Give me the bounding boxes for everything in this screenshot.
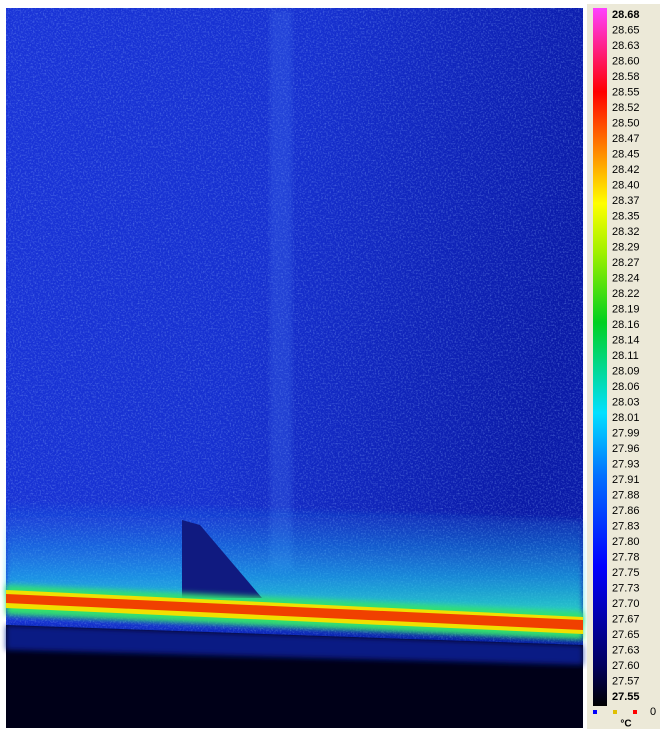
colorbar-label: 27.63 (612, 644, 640, 656)
colorbar-label: 28.09 (612, 365, 640, 377)
colorbar-label: 28.29 (612, 241, 640, 253)
colorbar-label: 28.52 (612, 102, 640, 114)
colorbar-label: 27.78 (612, 551, 640, 563)
colorbar-label: 28.11 (612, 350, 639, 362)
colorbar-label: 28.47 (612, 133, 640, 145)
colorbar-label: 27.57 (612, 675, 640, 687)
colorbar-label: 28.35 (612, 210, 640, 222)
colorbar-label: 28.60 (612, 55, 640, 67)
colorbar-label: 28.63 (612, 40, 640, 52)
colorbar (593, 8, 607, 706)
colorbar-label: 27.65 (612, 629, 640, 641)
colorbar-label: 28.45 (612, 148, 640, 160)
colorbar-label: 27.83 (612, 520, 640, 532)
colorbar-label: 27.70 (612, 598, 640, 610)
marker (613, 710, 617, 714)
marker (593, 710, 597, 714)
colorbar-label: 27.75 (612, 567, 640, 579)
colorbar-label: 28.27 (612, 257, 640, 269)
colorbar-label: 27.91 (612, 474, 640, 486)
colorbar-label: 28.50 (612, 117, 640, 129)
colorbar-label: 28.32 (612, 226, 640, 238)
colorbar-label: 27.73 (612, 582, 640, 594)
colorbar-label: 28.01 (612, 412, 640, 424)
colorbar-label: 27.80 (612, 536, 640, 548)
colorbar-label: 27.55 (612, 691, 640, 703)
colorbar-label: 28.42 (612, 164, 640, 176)
colorbar-label: 28.03 (612, 396, 640, 408)
colorbar-label: 28.65 (612, 24, 640, 36)
colorbar-label: 27.93 (612, 458, 640, 470)
colorbar-label: 28.16 (612, 319, 640, 331)
colorbar-label: 28.68 (612, 9, 640, 21)
colorbar-label: 27.86 (612, 505, 640, 517)
marker (633, 710, 637, 714)
colorbar-label: 27.60 (612, 660, 640, 672)
colorbar-label: 28.14 (612, 334, 640, 346)
colorbar-label: 28.58 (612, 71, 640, 83)
colorbar-label: 28.40 (612, 179, 640, 191)
status: 0 (650, 706, 656, 718)
colorbar-label: 28.24 (612, 272, 640, 284)
colorbar-label: 28.19 (612, 303, 640, 315)
colorbar-label: 27.96 (612, 443, 640, 455)
colorbar-label: 27.67 (612, 613, 640, 625)
colorbar-label: 28.37 (612, 195, 640, 207)
unit: °C (620, 719, 631, 729)
page: 28.68 28.65 28.63 28.60 28.58 28.55 28.52 28.50… (0, 0, 660, 729)
colorbar-label: 28.22 (612, 288, 640, 300)
colorbar-label: 28.06 (612, 381, 640, 393)
thermal-view: 28.68 28.65 28.63 28.60 28.58 28.55 28.52 28.50… (0, 0, 660, 729)
colorbar-label: 27.88 (612, 489, 640, 501)
colorbar-label: 28.55 (612, 86, 640, 98)
colorbar-label: 27.99 (612, 427, 640, 439)
thermal-image (6, 8, 583, 728)
